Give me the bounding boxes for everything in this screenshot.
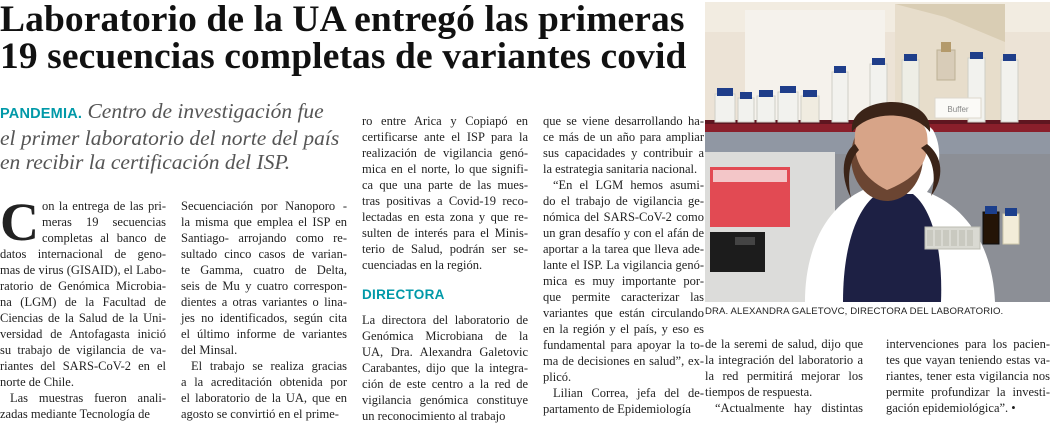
svg-text:Buffer: Buffer <box>947 105 969 114</box>
